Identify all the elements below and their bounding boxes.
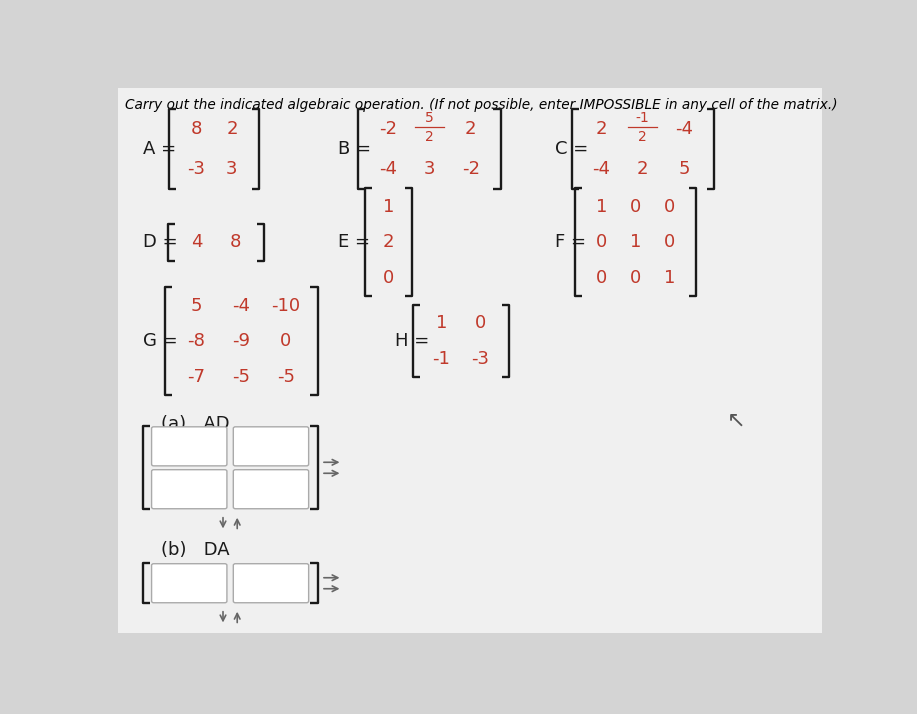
Text: -9: -9 xyxy=(232,332,250,351)
Text: -4: -4 xyxy=(380,160,397,178)
Text: 8: 8 xyxy=(191,120,202,138)
Text: -5: -5 xyxy=(277,368,295,386)
Text: H =: H = xyxy=(395,332,429,351)
Text: 2: 2 xyxy=(465,120,477,138)
Text: 3: 3 xyxy=(424,160,436,178)
Text: 1: 1 xyxy=(664,269,675,287)
Text: -4: -4 xyxy=(675,120,693,138)
Text: ↖: ↖ xyxy=(727,411,746,431)
Text: G =: G = xyxy=(143,332,178,351)
Text: A =: A = xyxy=(143,140,176,158)
FancyBboxPatch shape xyxy=(151,427,226,466)
Text: 3: 3 xyxy=(226,160,238,178)
Text: -3: -3 xyxy=(187,160,205,178)
Text: -3: -3 xyxy=(471,350,490,368)
Text: 1: 1 xyxy=(382,198,394,216)
Text: (b)   DA: (b) DA xyxy=(160,541,229,559)
Text: 2: 2 xyxy=(226,120,238,138)
Text: D =: D = xyxy=(143,233,178,251)
Text: 2: 2 xyxy=(382,233,394,251)
Text: -4: -4 xyxy=(232,296,250,315)
Text: -1: -1 xyxy=(635,111,649,125)
Text: 0: 0 xyxy=(382,269,394,287)
FancyBboxPatch shape xyxy=(118,89,822,633)
FancyBboxPatch shape xyxy=(151,564,226,603)
Text: 0: 0 xyxy=(596,233,607,251)
Text: 0: 0 xyxy=(630,269,641,287)
Text: 2: 2 xyxy=(425,131,434,144)
Text: 1: 1 xyxy=(596,198,607,216)
Text: 5: 5 xyxy=(679,160,690,178)
Text: 0: 0 xyxy=(664,198,675,216)
Text: 1: 1 xyxy=(436,314,447,333)
Text: 8: 8 xyxy=(230,233,241,251)
Text: -2: -2 xyxy=(461,160,480,178)
Text: 5: 5 xyxy=(425,111,434,125)
Text: B =: B = xyxy=(338,140,371,158)
Text: F =: F = xyxy=(556,233,586,251)
Text: 2: 2 xyxy=(638,131,647,144)
Text: E =: E = xyxy=(338,233,370,251)
Text: 2: 2 xyxy=(637,160,648,178)
Text: -4: -4 xyxy=(592,160,611,178)
FancyBboxPatch shape xyxy=(233,470,309,509)
Text: 0: 0 xyxy=(664,233,675,251)
Text: 1: 1 xyxy=(630,233,641,251)
Text: 0: 0 xyxy=(630,198,641,216)
Text: 0: 0 xyxy=(281,332,292,351)
FancyBboxPatch shape xyxy=(233,427,309,466)
Text: -5: -5 xyxy=(232,368,250,386)
Text: 0: 0 xyxy=(475,314,486,333)
Text: 2: 2 xyxy=(596,120,607,138)
Text: 5: 5 xyxy=(191,296,202,315)
Text: -2: -2 xyxy=(380,120,397,138)
FancyBboxPatch shape xyxy=(233,564,309,603)
Text: -10: -10 xyxy=(271,296,301,315)
Text: Carry out the indicated algebraic operation. (If not possible, enter IMPOSSIBLE : Carry out the indicated algebraic operat… xyxy=(126,98,838,112)
Text: C =: C = xyxy=(556,140,589,158)
Text: 0: 0 xyxy=(596,269,607,287)
Text: -7: -7 xyxy=(187,368,205,386)
FancyBboxPatch shape xyxy=(151,470,226,509)
Text: -1: -1 xyxy=(433,350,450,368)
Text: -8: -8 xyxy=(187,332,205,351)
Text: (a)   AD: (a) AD xyxy=(160,415,229,433)
Text: 4: 4 xyxy=(191,233,202,251)
